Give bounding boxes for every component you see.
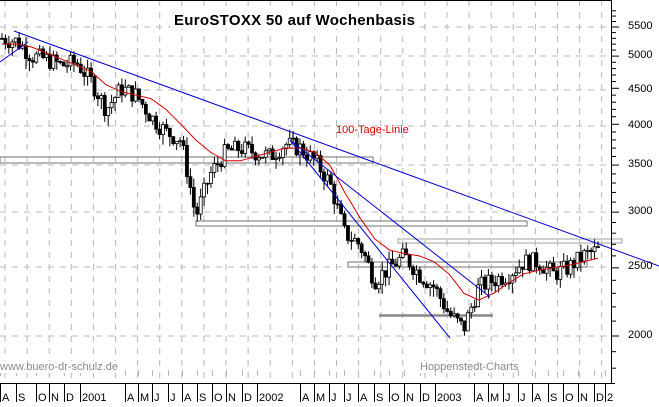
x-tick-label: A — [2, 392, 10, 404]
x-tick-label: D — [244, 392, 252, 404]
x-tick-label: O — [38, 392, 47, 404]
x-tick-label: 2001 — [82, 392, 107, 404]
x-tick-label: A — [127, 392, 135, 404]
y-tick-label: 4500 — [628, 83, 653, 95]
y-tick-label: 3000 — [628, 205, 653, 217]
x-tick-label: O — [391, 392, 400, 404]
y-tick-label: 3500 — [628, 158, 653, 170]
x-tick-label: A — [360, 392, 368, 404]
x-tick-label: S — [550, 392, 558, 404]
x-tick-label: N — [228, 392, 236, 404]
x-tick-label: M — [490, 392, 500, 404]
x-tick-label: M — [140, 392, 150, 404]
x-tick-label: S — [199, 392, 207, 404]
y-tick-label: 5500 — [628, 20, 653, 32]
chart-title: EuroSTOXX 50 auf Wochenbasis — [171, 12, 419, 29]
ma-label: 100-Tage-Linie — [336, 124, 409, 136]
x-tick-label: A — [302, 392, 310, 404]
x-tick-label: J — [154, 392, 160, 404]
x-tick-label: J — [520, 392, 526, 404]
x-tick-label: 2003 — [437, 392, 462, 404]
x-tick-label: O — [565, 392, 574, 404]
x-tick-label: D — [66, 392, 74, 404]
x-tick-label: S — [376, 392, 384, 404]
axes — [0, 0, 619, 402]
x-tick-label: A — [534, 392, 542, 404]
y-tick-label: 4000 — [628, 119, 653, 131]
trendlines — [0, 30, 659, 339]
y-tick-label: 2500 — [628, 260, 653, 272]
grid — [0, 0, 611, 380]
x-tick-label: M — [316, 392, 326, 404]
watermark-left: www.buero-dr-schulz.de — [0, 361, 120, 373]
x-tick-label: N — [580, 392, 588, 404]
y-tick-label: 2000 — [628, 329, 653, 341]
x-tick-label: A — [476, 392, 484, 404]
x-tick-label: N — [406, 392, 414, 404]
x-tick-label: J — [170, 392, 176, 404]
x-tick-label: 2 — [607, 392, 614, 404]
x-tick-label: 2002 — [259, 392, 284, 404]
x-tick-label: N — [51, 392, 59, 404]
x-tick-label: J — [346, 392, 352, 404]
x-tick-label: O — [214, 392, 223, 404]
x-tick-label: J — [505, 392, 511, 404]
x-tick-label: A — [184, 392, 192, 404]
candlesticks — [0, 32, 600, 336]
x-tick-label: D — [422, 392, 430, 404]
y-tick-label: 5000 — [628, 49, 653, 61]
x-tick-label: J — [331, 392, 337, 404]
x-tick-label: S — [18, 392, 26, 404]
x-tick-label: D — [596, 392, 604, 404]
watermark-right: Hoppenstedt-Charts — [420, 361, 519, 373]
